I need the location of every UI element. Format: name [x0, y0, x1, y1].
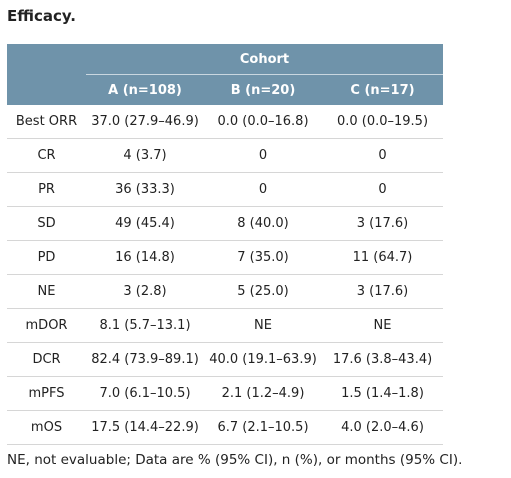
row-label: DCR — [7, 342, 86, 377]
table-cell-cohort-c: 0.0 (0.0–19.5) — [322, 105, 443, 139]
table-cell-cohort-a: 8.1 (5.7–13.1) — [86, 308, 204, 343]
header-blank-cell — [7, 74, 86, 105]
table-cell-cohort-c: 3 (17.6) — [322, 206, 443, 241]
table-cell-cohort-a: 3 (2.8) — [86, 274, 204, 309]
table-cell-cohort-c: 4.0 (2.0–4.6) — [322, 410, 443, 445]
row-label: mOS — [7, 410, 86, 445]
row-label: SD — [7, 206, 86, 241]
table-cell-cohort-a: 49 (45.4) — [86, 206, 204, 241]
row-label: PR — [7, 172, 86, 207]
row-label: PD — [7, 240, 86, 275]
table-cell-cohort-c: 3 (17.6) — [322, 274, 443, 309]
table-cell-cohort-a: 7.0 (6.1–10.5) — [86, 376, 204, 411]
row-label: Best ORR — [7, 105, 86, 139]
table-cell-cohort-b: 0.0 (0.0–16.8) — [204, 105, 322, 139]
row-label: mPFS — [7, 376, 86, 411]
table-cell-cohort-a: 82.4 (73.9–89.1) — [86, 342, 204, 377]
table-row: mPFS 7.0 (6.1–10.5) 2.1 (1.2–4.9) 1.5 (1.4–… — [7, 376, 443, 411]
row-label: CR — [7, 138, 86, 173]
table-row: Best ORR 37.0 (27.9–46.9) 0.0 (0.0–16.8) 0.… — [7, 105, 443, 139]
table-row: mDOR 8.1 (5.7–13.1) NE NE — [7, 308, 443, 343]
table-cell-cohort-a: 37.0 (27.9–46.9) — [86, 105, 204, 139]
header-group-row: Cohort — [7, 44, 443, 75]
table-cell-cohort-c: 0 — [322, 138, 443, 173]
table-row: NE 3 (2.8) 5 (25.0) 3 (17.6) — [7, 274, 443, 309]
table-cell-cohort-b: 0 — [204, 138, 322, 173]
efficacy-table: Cohort A (n=108) B (n=20) C (n=17) Best … — [7, 44, 443, 445]
table-row: PD 16 (14.8) 7 (35.0) 11 (64.7) — [7, 240, 443, 275]
table-cell-cohort-c: 17.6 (3.8–43.4) — [322, 342, 443, 377]
cohort-group-header: Cohort — [86, 44, 443, 75]
table-cell-cohort-b: 40.0 (19.1–63.9) — [204, 342, 322, 377]
column-header-cohort-c: C (n=17) — [322, 74, 443, 105]
table-footnote: NE, not evaluable; Data are % (95% CI), … — [7, 452, 463, 468]
table-row: SD 49 (45.4) 8 (40.0) 3 (17.6) — [7, 206, 443, 241]
table-cell-cohort-b: 5 (25.0) — [204, 274, 322, 309]
table-cell-cohort-b: 2.1 (1.2–4.9) — [204, 376, 322, 411]
table-cell-cohort-a: 4 (3.7) — [86, 138, 204, 173]
table-cell-cohort-c: 11 (64.7) — [322, 240, 443, 275]
table-cell-cohort-b: 0 — [204, 172, 322, 207]
column-header-cohort-a: A (n=108) — [86, 74, 204, 105]
table-row: mOS 17.5 (14.4–22.9) 6.7 (2.1–10.5) 4.0 (2.… — [7, 410, 443, 445]
column-header-cohort-b: B (n=20) — [204, 74, 322, 105]
row-label: NE — [7, 274, 86, 309]
row-label: mDOR — [7, 308, 86, 343]
table-cell-cohort-a: 17.5 (14.4–22.9) — [86, 410, 204, 445]
table-cell-cohort-c: NE — [322, 308, 443, 343]
table-body: Best ORR 37.0 (27.9–46.9) 0.0 (0.0–16.8) 0.… — [7, 105, 443, 445]
table-cell-cohort-b: 7 (35.0) — [204, 240, 322, 275]
table-header: Cohort A (n=108) B (n=20) C (n=17) — [7, 44, 443, 105]
table-caption: Efficacy. — [7, 7, 76, 25]
table-cell-cohort-c: 1.5 (1.4–1.8) — [322, 376, 443, 411]
header-column-row: A (n=108) B (n=20) C (n=17) — [7, 74, 443, 105]
table-row: CR 4 (3.7) 0 0 — [7, 138, 443, 173]
table-row: DCR 82.4 (73.9–89.1) 40.0 (19.1–63.9) 17.6 … — [7, 342, 443, 377]
header-corner-cell — [7, 44, 86, 75]
table-cell-cohort-a: 36 (33.3) — [86, 172, 204, 207]
table-row: PR 36 (33.3) 0 0 — [7, 172, 443, 207]
table-cell-cohort-b: NE — [204, 308, 322, 343]
table-cell-cohort-b: 6.7 (2.1–10.5) — [204, 410, 322, 445]
table-cell-cohort-a: 16 (14.8) — [86, 240, 204, 275]
table-cell-cohort-b: 8 (40.0) — [204, 206, 322, 241]
table-cell-cohort-c: 0 — [322, 172, 443, 207]
